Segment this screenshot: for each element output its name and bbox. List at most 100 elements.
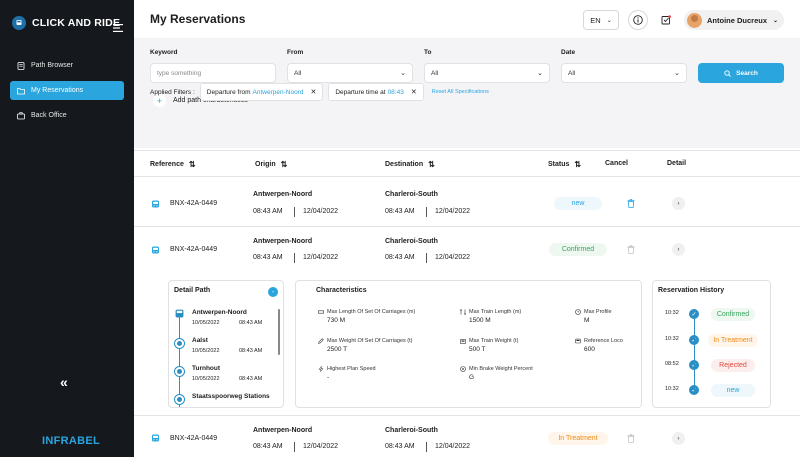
column-header-status[interactable]: Status ⇅ xyxy=(548,160,581,169)
origin-station: Antwerpen-Noord xyxy=(253,191,313,198)
table-row[interactable]: BNX-42A-0449 Antwerpen-Noord 08:43 AM 12… xyxy=(134,232,800,272)
status-badge: new xyxy=(711,384,755,397)
divider xyxy=(134,415,800,416)
train-icon xyxy=(152,434,159,442)
chevron-down-icon: ⌄ xyxy=(773,17,779,24)
collapse-icon[interactable]: - xyxy=(268,287,278,297)
info-icon xyxy=(633,15,643,25)
close-icon[interactable]: ✕ xyxy=(310,89,317,96)
separator xyxy=(294,207,295,217)
collapse-sidebar-icon[interactable]: « xyxy=(60,374,68,390)
column-header-detail: Detail xyxy=(667,160,686,167)
page-title: My Reservations xyxy=(150,12,246,26)
to-select[interactable]: All ⌄ xyxy=(424,63,550,83)
search-icon xyxy=(724,69,731,77)
column-label: Detail xyxy=(667,160,687,167)
column-label: Reference xyxy=(150,161,184,168)
card-title: Reservation History xyxy=(658,287,725,294)
keyword-input[interactable]: type something xyxy=(150,63,276,83)
column-header-origin[interactable]: Origin ⇅ xyxy=(255,160,287,169)
trash-icon[interactable] xyxy=(627,199,635,208)
chip-value: Antwerpen-Noord xyxy=(252,88,304,96)
edit-icon xyxy=(318,338,324,344)
stop-name: Aalst xyxy=(192,337,208,344)
check-icon: ✓ xyxy=(689,309,699,319)
separator xyxy=(294,253,295,263)
avatar xyxy=(687,12,702,28)
stop-time: 08:43 AM xyxy=(239,320,263,326)
table-row[interactable]: BNX-42A-0449 Antwerpen-Noord 08:43 AM 12… xyxy=(134,186,800,226)
date-select[interactable]: All ⌄ xyxy=(561,63,687,83)
detail-button[interactable]: › xyxy=(672,243,685,256)
reference: BNX-42A-0449 xyxy=(170,246,218,253)
sidebar-item-path-browser[interactable]: Path Browser xyxy=(10,56,124,75)
tasks-button[interactable] xyxy=(656,10,676,30)
scrollbar[interactable] xyxy=(278,309,280,355)
date-label: Date xyxy=(561,49,576,56)
user-name: Antoine Ducreux xyxy=(707,15,768,25)
menu-icon[interactable] xyxy=(113,19,123,32)
history-item: 08:52 ✓ Rejected xyxy=(653,357,769,375)
sidebar-item-my-reservations[interactable]: My Reservations xyxy=(10,81,124,100)
origin-date: 12/04/2022 xyxy=(303,208,339,215)
history-item: 10:32 ✓ Confirmed xyxy=(653,306,769,324)
sidebar: CLICK AND RIDE Path Browser My Reservati… xyxy=(0,0,134,457)
status-badge: new xyxy=(554,197,602,210)
to-value: All xyxy=(431,69,439,77)
infrabel-logo: INFRABEL xyxy=(42,435,101,447)
status-badge: Confirmed xyxy=(549,243,607,256)
characteristic-value: 600 xyxy=(584,346,595,353)
info-button[interactable] xyxy=(628,10,648,30)
origin-date: 12/04/2022 xyxy=(303,443,339,450)
reference: BNX-42A-0449 xyxy=(170,435,218,442)
language-select[interactable]: EN ⌄ xyxy=(583,10,619,30)
applied-filters: Applied Filters : Departure from Antwerp… xyxy=(150,83,489,101)
destination-station: Charleroi-South xyxy=(385,191,438,198)
applied-label: Applied Filters : xyxy=(150,88,195,96)
sidebar-item-label: Back Office xyxy=(31,112,67,119)
history-item: 10:32 ✓ new xyxy=(653,382,769,400)
characteristic-item: Min Brake Weight Percent G xyxy=(460,366,533,381)
characteristic-item: Highest Plan Speed - xyxy=(318,366,376,381)
train-icon xyxy=(152,200,159,208)
close-icon[interactable]: ✕ xyxy=(410,89,417,96)
date-value: All xyxy=(568,69,576,77)
sidebar-item-back-office[interactable]: Back Office xyxy=(10,106,124,125)
characteristic-item: Max Train Weight (t) 500 T xyxy=(460,338,518,353)
divider xyxy=(134,176,800,177)
origin-time: 08:43 AM xyxy=(253,443,283,450)
reference: BNX-42A-0449 xyxy=(170,200,218,207)
user-menu[interactable]: Antoine Ducreux ⌄ xyxy=(684,10,784,30)
stop-dot xyxy=(175,339,184,348)
chip-value: 08:43 xyxy=(387,88,404,96)
chevron-down-icon: ⌄ xyxy=(606,17,612,24)
column-label: Destination xyxy=(385,161,424,168)
origin-station: Antwerpen-Noord xyxy=(253,238,313,245)
table-row[interactable]: BNX-42A-0449 Antwerpen-Noord 08:43 AM 12… xyxy=(134,422,800,457)
from-select[interactable]: All ⌄ xyxy=(287,63,413,83)
stop-name: Staatsspoorweg Stations xyxy=(192,393,270,400)
main-content: My Reservations EN ⌄ Antoine Ducreux ⌄ Ke… xyxy=(134,0,800,457)
characteristic-value: 500 T xyxy=(469,346,486,353)
reset-filters-link[interactable]: Reset All Specifications xyxy=(431,89,489,95)
status-badge: In Treatment xyxy=(548,432,608,445)
stop-time: 08:43 AM xyxy=(239,348,263,354)
divider xyxy=(134,226,800,227)
detail-button[interactable]: › xyxy=(672,197,685,210)
check-icon: ✓ xyxy=(689,385,699,395)
destination-date: 12/04/2022 xyxy=(435,208,471,215)
sort-icon: ⇅ xyxy=(574,160,582,169)
detail-button[interactable]: › xyxy=(672,432,685,445)
characteristic-item: Reference Loco 600 xyxy=(575,338,623,353)
column-label: Cancel xyxy=(605,160,628,167)
chevron-down-icon: › xyxy=(677,246,680,253)
column-header-reference[interactable]: Reference ⇅ xyxy=(150,160,196,169)
search-button[interactable]: Search xyxy=(698,63,784,83)
column-header-destination[interactable]: Destination ⇅ xyxy=(385,160,435,169)
language-value: EN xyxy=(590,15,601,25)
sidebar-item-label: My Reservations xyxy=(31,87,84,94)
weight-icon xyxy=(460,339,466,344)
brand[interactable]: CLICK AND RIDE xyxy=(12,16,120,30)
app-name: CLICK AND RIDE xyxy=(32,17,121,29)
destination-date: 12/04/2022 xyxy=(435,254,471,261)
